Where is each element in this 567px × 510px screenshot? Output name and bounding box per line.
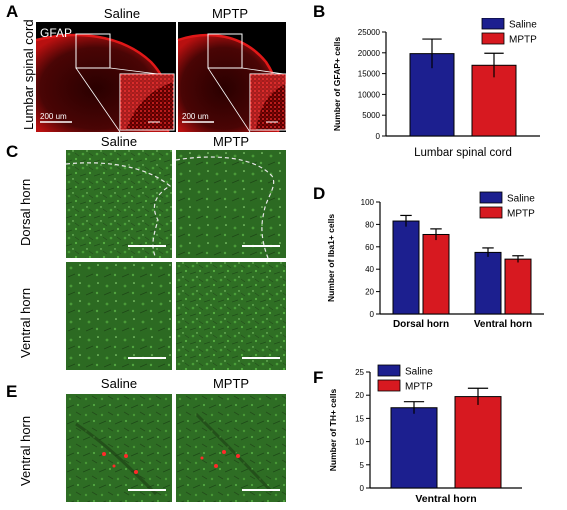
panel-a-micrographs [36,22,286,132]
micrograph-a-mptp [177,22,286,132]
panel-label-b: B [313,2,326,21]
row-label-lumbar-spinal-cord: Lumbar spinal cord [21,19,36,130]
micrograph-c-dorsal-saline [66,150,172,259]
scale-bar-label-saline: 200 um [40,112,67,121]
legend-swatch-b-mptp [481,32,505,45]
row-label-ventral-horn-e: Ventral horn [18,415,33,486]
micrograph-e-saline [66,394,172,502]
y-tick-label-d-0: 0 [370,310,375,319]
legend-label-d-mptp: MPTP [507,209,535,220]
chart-f-th: 0 5 10 15 20 25 Number of TH+ cells Ventral hor… [328,364,522,505]
y-axis-label-f: Number of TH+ cells [328,389,338,472]
category-label-d-0: Dorsal horn [393,319,449,330]
legend-label-f-saline: Saline [405,367,433,378]
x-axis-label-f: Ventral horn [415,493,476,505]
micrograph-a-saline [36,22,176,132]
legend-label-b-mptp: MPTP [509,35,537,46]
legend-swatch-d-saline [479,191,503,204]
legend-label-b-saline: Saline [509,20,537,31]
chart-b-gfap: 0 5000 10000 15000 20000 25000 Number of GFAP+… [332,18,540,159]
panel-c-micrographs [66,150,286,370]
panel-label-c: C [6,142,19,161]
col-title-e-mptp: MPTP [212,376,250,391]
panel-label-a: A [6,2,19,21]
micrograph-c-ventral-saline [66,262,172,370]
col-title-a-saline: Saline [103,6,141,21]
bar-d-mptp-1 [504,258,532,315]
bar-d-saline-1 [474,251,502,315]
panel-label-e: E [6,382,18,401]
y-tick-label-b-2: 10000 [358,90,381,99]
col-title-c-mptp: MPTP [212,134,250,149]
col-title-c-saline: Saline [100,134,138,149]
y-tick-label-d-1: 20 [365,288,374,297]
stain-label-gfap: GFAP [40,26,73,40]
micrograph-e-mptp [176,394,286,502]
panel-label-f: F [313,368,324,387]
y-tick-label-b-1: 5000 [362,111,380,120]
chart-d-iba1: 0 20 40 60 80 100 Number of Iba1+ cells Dorsal … [326,191,544,330]
y-axis-label-d: Number of Iba1+ cells [326,214,336,302]
y-tick-label-f-2: 10 [355,438,364,447]
row-label-dorsal-horn: Dorsal horn [18,178,33,246]
x-axis-label-b: Lumbar spinal cord [414,147,512,159]
col-title-e-saline: Saline [100,376,138,391]
y-tick-label-f-4: 20 [355,391,364,400]
legend-label-d-saline: Saline [507,194,535,205]
y-axis-label-b: Number of GFAP+ cells [332,37,342,132]
legend-swatch-d-mptp [479,206,503,219]
bar-f-mptp-0 [454,396,502,489]
y-tick-label-f-0: 0 [360,484,365,493]
y-tick-label-f-1: 5 [360,461,365,470]
y-tick-label-b-5: 25000 [358,28,381,37]
row-label-ventral-horn-c: Ventral horn [18,287,33,358]
y-tick-label-b-4: 20000 [358,49,381,58]
y-tick-label-d-2: 40 [365,265,374,274]
bar-d-mptp-0 [422,233,450,315]
micrograph-c-dorsal-mptp [175,150,286,259]
y-tick-label-f-5: 25 [355,368,364,377]
y-tick-label-f-3: 15 [355,414,364,423]
legend-swatch-f-mptp [377,379,401,392]
micrograph-c-ventral-mptp [176,262,286,370]
panel-e-micrographs [66,394,286,502]
y-tick-label-d-3: 60 [365,243,374,252]
col-title-a-mptp: MPTP [211,6,249,21]
panel-label-d: D [313,184,326,203]
bar-d-saline-0 [392,220,420,315]
legend-swatch-b-saline [481,18,505,30]
scale-bar-label-mptp: 200 um [182,112,209,121]
legend-label-f-mptp: MPTP [405,382,433,393]
y-tick-label-b-0: 0 [376,132,381,141]
y-tick-label-d-4: 80 [365,220,374,229]
category-label-d-1: Ventral horn [474,319,532,330]
y-tick-label-d-5: 100 [361,198,375,207]
y-tick-label-b-3: 15000 [358,70,381,79]
legend-swatch-f-saline [377,364,401,377]
bar-f-saline-0 [390,407,438,489]
